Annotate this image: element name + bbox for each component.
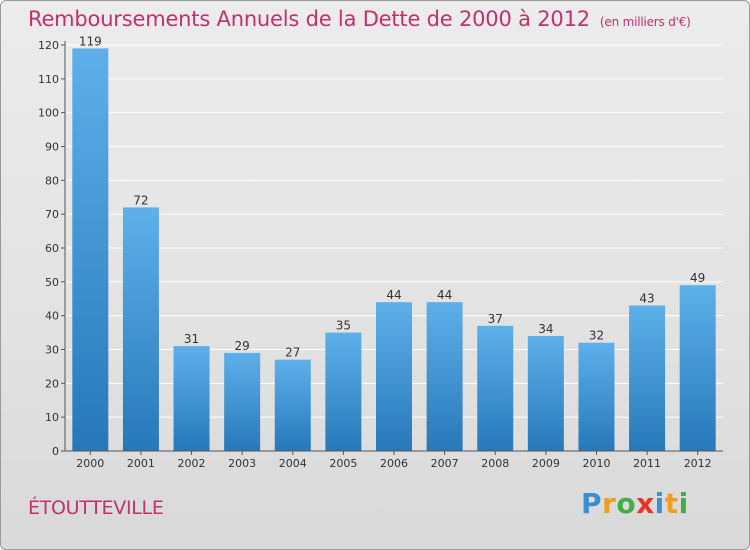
bar [274, 359, 311, 451]
bar [325, 332, 362, 451]
x-tick-label: 2010 [582, 457, 610, 470]
x-tick-label: 2002 [178, 457, 206, 470]
x-tick-label: 2004 [279, 457, 307, 470]
bar [426, 302, 463, 451]
bar-value-label: 27 [285, 346, 300, 360]
bar [376, 302, 412, 451]
chart-title-text: Remboursements Annuels de la Dette de 20… [28, 7, 590, 31]
x-tick-label: 2003 [228, 457, 256, 470]
y-tick-label: 0 [52, 445, 59, 458]
bar [173, 346, 210, 451]
bar-value-label: 119 [79, 34, 102, 48]
y-tick-label: 30 [45, 344, 59, 357]
logo-letter: x [636, 487, 655, 520]
x-tick-label: 2009 [532, 457, 560, 470]
bar-value-label: 49 [690, 271, 705, 285]
logo-letter: i [678, 487, 689, 520]
y-tick-label: 60 [45, 242, 59, 255]
bar-value-label: 44 [437, 288, 452, 302]
logo-letter: P [581, 487, 603, 520]
proxiti-logo[interactable]: Proxiti [581, 487, 689, 520]
x-tick-label: 2005 [329, 457, 357, 470]
chart-unit: (en milliers d'€) [599, 15, 691, 29]
x-tick-label: 2000 [76, 457, 104, 470]
y-tick-label: 90 [45, 141, 59, 154]
x-tick-label: 2011 [633, 457, 661, 470]
y-tick-label: 110 [38, 73, 59, 86]
x-tick-label: 2008 [481, 457, 509, 470]
x-tick-label: 2001 [127, 457, 155, 470]
bar [629, 305, 666, 451]
logo-letter: i [654, 487, 665, 520]
y-tick-label: 10 [45, 411, 59, 424]
bar-value-label: 37 [488, 312, 503, 326]
bar [679, 285, 716, 451]
chart-title: Remboursements Annuels de la Dette de 20… [28, 7, 691, 31]
y-tick-label: 40 [45, 310, 59, 323]
y-tick-label: 70 [45, 208, 59, 221]
x-tick-label: 2007 [431, 457, 459, 470]
bar-value-label: 35 [336, 319, 351, 333]
bar [477, 325, 514, 451]
y-tick-label: 120 [38, 39, 59, 52]
bar [122, 207, 159, 451]
bar-value-label: 43 [639, 292, 654, 306]
bar [72, 48, 109, 452]
logo-letter: t [664, 487, 679, 520]
bar [224, 352, 261, 451]
bar-value-label: 34 [538, 322, 553, 336]
x-tick-label: 2012 [684, 457, 712, 470]
town-name: ÉTOUTTEVILLE [28, 497, 164, 519]
bar-value-label: 44 [386, 288, 401, 302]
x-tick-label: 2006 [380, 457, 408, 470]
bar [578, 342, 615, 451]
y-tick-label: 50 [45, 276, 59, 289]
bar-value-label: 31 [184, 332, 199, 346]
y-tick-label: 80 [45, 174, 59, 187]
bar [527, 335, 564, 451]
logo-letter: r [602, 487, 617, 520]
y-tick-label: 100 [38, 107, 59, 120]
logo-letter: o [616, 487, 637, 520]
bar-value-label: 72 [133, 193, 148, 207]
y-tick-label: 20 [45, 377, 59, 390]
bar-value-label: 32 [589, 329, 604, 343]
bar-value-label: 29 [235, 339, 250, 353]
